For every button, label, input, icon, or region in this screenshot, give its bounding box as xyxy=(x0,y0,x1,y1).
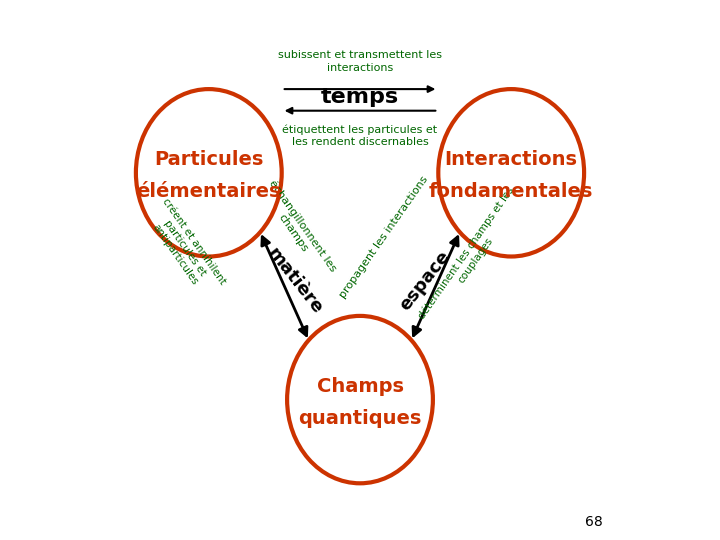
Text: déterminent les champs et les
couplages: déterminent les champs et les couplages xyxy=(416,185,526,328)
Text: Interactions: Interactions xyxy=(445,150,577,169)
Text: matière: matière xyxy=(264,244,327,318)
Ellipse shape xyxy=(438,89,584,256)
Text: fondamentales: fondamentales xyxy=(429,182,593,201)
Text: propagent les interactions: propagent les interactions xyxy=(338,175,431,300)
Text: 68: 68 xyxy=(585,515,603,529)
Text: quantiques: quantiques xyxy=(298,409,422,428)
Text: espace: espace xyxy=(396,247,454,314)
Ellipse shape xyxy=(136,89,282,256)
Text: étiquettent les particules et
les rendent discernables: étiquettent les particules et les renden… xyxy=(282,124,438,147)
Text: créent et annihilent
particules et
antiparticules: créent et annihilent particules et antip… xyxy=(141,197,228,300)
Text: échangillonnent les
champs: échangillonnent les champs xyxy=(258,178,338,281)
Text: Particules: Particules xyxy=(154,150,264,169)
Ellipse shape xyxy=(287,316,433,483)
Text: temps: temps xyxy=(321,87,399,107)
Text: subissent et transmettent les
interactions: subissent et transmettent les interactio… xyxy=(278,51,442,73)
Text: Champs: Champs xyxy=(317,376,403,396)
Text: élémentaires: élémentaires xyxy=(137,182,281,201)
